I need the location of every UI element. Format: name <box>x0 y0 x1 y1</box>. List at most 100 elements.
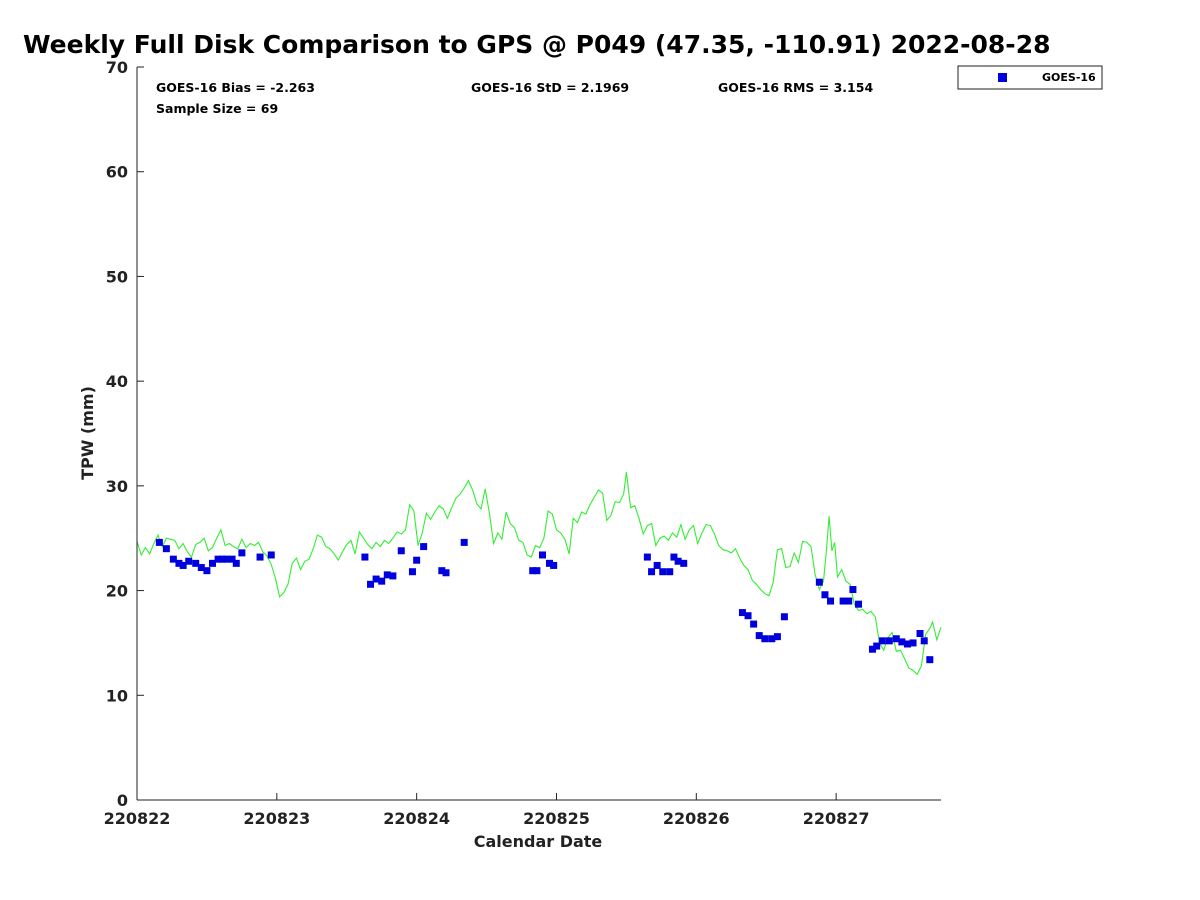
goes16-point <box>209 559 217 567</box>
y-axis-label: TPW (mm) <box>78 386 97 480</box>
goes16-point <box>179 561 187 569</box>
goes16-point <box>413 556 421 564</box>
goes16-point <box>232 559 240 567</box>
goes16-point <box>680 559 688 567</box>
x-tick-labels: 220822 220823 220824 220825 220826 220827 <box>104 809 870 828</box>
axis-ticks <box>136 66 837 801</box>
goes16-point <box>666 568 674 576</box>
y-tick-label: 30 <box>106 477 128 496</box>
plot-area <box>137 67 941 800</box>
goes16-point <box>643 553 651 561</box>
goes16-point <box>909 639 917 647</box>
goes16-point <box>855 600 863 608</box>
gps-line <box>136 472 942 676</box>
goes16-point <box>674 557 682 565</box>
chart-title: Weekly Full Disk Comparison to GPS @ P04… <box>23 30 1050 59</box>
goes16-point <box>768 635 776 643</box>
y-tick-label: 20 <box>106 582 128 601</box>
goes16-point <box>892 635 900 643</box>
goes16-point <box>438 567 446 575</box>
goes16-point <box>169 555 177 563</box>
goes16-point <box>550 561 558 569</box>
x-tick-label: 220824 <box>383 809 450 828</box>
gps-series <box>136 472 942 676</box>
goes16-point <box>267 551 275 559</box>
y-tick-label: 50 <box>106 267 128 286</box>
goes16-point <box>533 567 541 575</box>
rms-stat: GOES-16 RMS = 3.154 <box>718 80 873 95</box>
goes16-point <box>372 575 380 583</box>
goes16-point <box>408 568 416 576</box>
goes16-point <box>361 553 369 561</box>
goes16-point <box>755 632 763 640</box>
goes16-point <box>815 578 823 586</box>
goes16-point <box>821 591 829 599</box>
x-tick-label: 220822 <box>104 809 171 828</box>
goes16-point <box>218 555 226 563</box>
goes16-point <box>903 640 911 648</box>
x-tick-label: 220826 <box>663 809 730 828</box>
goes16-point <box>460 538 468 546</box>
goes16-point <box>367 580 375 588</box>
goes16-point <box>155 538 163 546</box>
goes16-point <box>420 543 428 551</box>
legend-marker <box>998 73 1007 82</box>
std-stat: GOES-16 StD = 2.1969 <box>471 80 629 95</box>
goes16-point <box>238 549 246 557</box>
goes16-point <box>389 572 397 580</box>
sample-size-stat: Sample Size = 69 <box>156 101 278 116</box>
goes16-point <box>222 555 230 563</box>
goes16-point <box>185 557 193 565</box>
y-tick-label: 0 <box>117 791 128 810</box>
y-tick-label: 70 <box>106 58 128 77</box>
y-tick-labels: 0 10 20 30 40 50 60 70 <box>106 58 128 810</box>
goes16-point <box>653 561 661 569</box>
goes16-point <box>873 642 881 650</box>
goes16-point <box>378 577 386 585</box>
x-axis-label: Calendar Date <box>474 832 603 851</box>
x-tick-label: 220823 <box>243 809 310 828</box>
goes16-point <box>839 597 847 605</box>
goes16-point <box>849 586 857 594</box>
y-tick-label: 10 <box>106 686 128 705</box>
goes16-point <box>670 553 678 561</box>
goes16-point <box>192 559 200 567</box>
goes16-point <box>529 567 537 575</box>
goes16-point <box>744 612 752 620</box>
goes16-point <box>203 567 211 575</box>
goes16-point <box>538 551 546 559</box>
goes16-point <box>397 547 405 555</box>
legend: GOES-16 <box>957 65 1103 90</box>
legend-label: GOES-16 <box>1042 71 1096 84</box>
goes16-point <box>228 555 236 563</box>
goes16-point <box>885 637 893 645</box>
goes16-point <box>545 559 553 567</box>
goes16-point <box>214 555 222 563</box>
goes16-point <box>256 553 264 561</box>
goes16-point <box>197 564 205 572</box>
goes16-point <box>761 635 769 643</box>
y-tick-label: 60 <box>106 163 128 182</box>
goes16-point <box>845 597 853 605</box>
legend-box <box>957 65 1103 90</box>
goes16-point <box>827 597 835 605</box>
goes16-point <box>659 568 667 576</box>
goes16-point <box>738 609 746 617</box>
x-tick-label: 220825 <box>523 809 590 828</box>
goes16-point <box>162 545 170 553</box>
goes16-point <box>648 568 656 576</box>
goes16-point <box>780 613 788 621</box>
goes16-series <box>155 538 934 664</box>
bias-stat: GOES-16 Bias = -2.263 <box>156 80 315 95</box>
goes16-point <box>868 645 876 653</box>
goes16-point <box>750 620 758 628</box>
goes16-point <box>898 638 906 646</box>
goes16-point <box>773 633 781 641</box>
goes16-point <box>383 571 391 579</box>
goes16-point <box>442 569 450 577</box>
goes16-point <box>175 559 183 567</box>
x-tick-label: 220827 <box>803 809 870 828</box>
goes16-point <box>926 656 934 664</box>
goes16-point <box>916 630 924 638</box>
